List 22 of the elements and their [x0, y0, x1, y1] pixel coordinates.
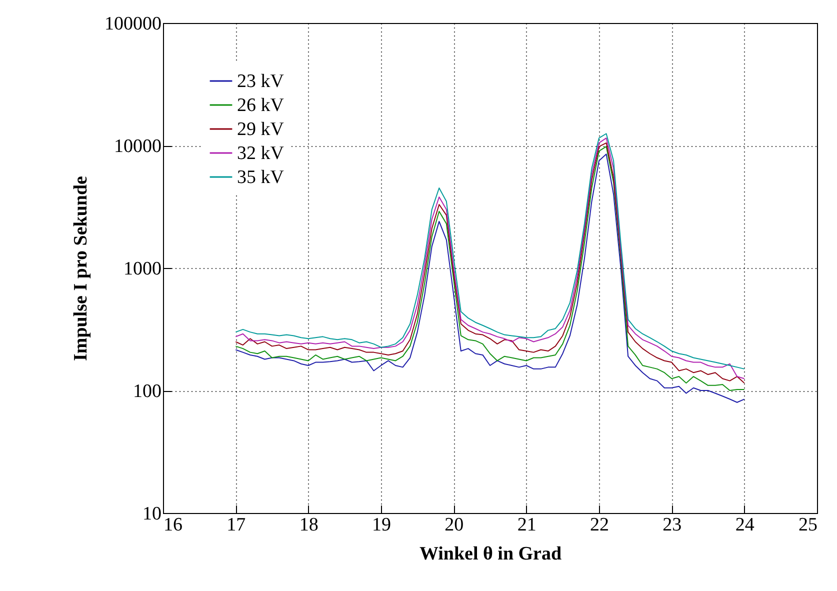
x-tick-label: 22 [590, 514, 609, 536]
y-tick-label: 100 [133, 381, 162, 402]
y-axis-title: Impulse I pro Sekunde [70, 176, 92, 361]
y-tick-label: 10000 [114, 136, 162, 157]
y-tick-label: 1000 [124, 258, 162, 280]
x-tick-label: 20 [444, 514, 464, 536]
x-tick-label: 19 [372, 514, 391, 536]
legend-label: 32 kV [237, 143, 284, 164]
x-tick-label: 25 [798, 514, 818, 536]
legend-label: 29 kV [237, 119, 284, 140]
x-tick-label: 17 [226, 514, 246, 536]
x-tick-label: 21 [517, 514, 536, 536]
legend-label: 26 kV [237, 95, 284, 116]
x-tick-label: 24 [735, 514, 755, 536]
x-axis-title: Winkel θ in Grad [419, 544, 562, 564]
x-tick-label: 18 [299, 514, 318, 536]
x-tick-label: 23 [662, 514, 682, 536]
y-tick-label: 10 [142, 504, 162, 524]
x-tick-label: 16 [164, 514, 182, 536]
legend-label: 23 kV [237, 71, 284, 92]
legend-label: 35 kV [237, 167, 284, 188]
y-tick-label: 100000 [104, 14, 162, 34]
